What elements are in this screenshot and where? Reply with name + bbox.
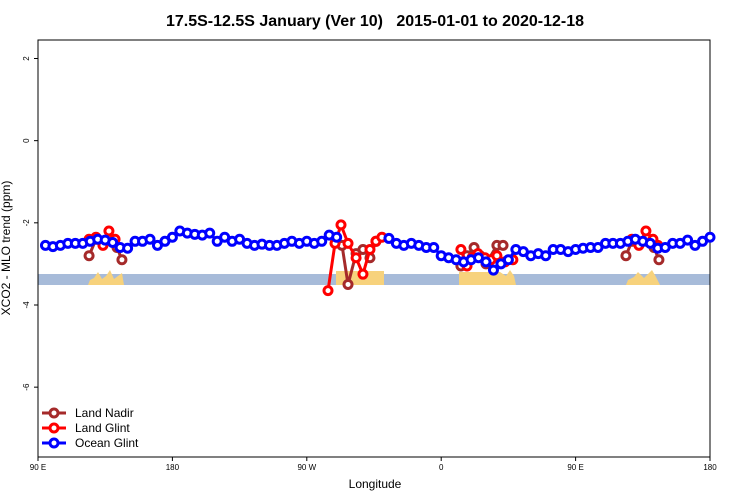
land-patch [459,270,516,285]
legend-marker [48,407,60,419]
y-tick-label: 2 [22,56,31,61]
x-tick-label: 90 E [567,463,583,472]
point [83,250,95,262]
point [502,254,514,266]
point [620,250,632,262]
land-mask [38,270,710,285]
x-axis-title: Longitude [349,477,402,491]
point [331,231,343,243]
y-tick-label: -2 [22,219,31,227]
x-tick-label: 180 [703,463,717,472]
point [107,237,119,249]
point [357,268,369,280]
point [480,256,492,268]
legend-label: Land Glint [75,421,130,435]
point [342,278,354,290]
point [653,254,665,266]
point [144,233,156,245]
y-axis-title: XCO2 - MLO trend (ppm) [0,181,13,316]
chart-title: 17.5S-12.5S January (Ver 10) 2015-01-01 … [166,13,584,30]
legend-label: Land Nadir [75,406,134,420]
point [487,264,499,276]
point [640,225,652,237]
y-tick-label: -6 [22,383,31,391]
point [335,219,347,231]
point [350,252,362,264]
point [122,242,134,254]
x-tick-label: 90 E [30,463,46,472]
legend-marker [48,437,60,449]
point [682,234,694,246]
y-tick-label: 0 [22,138,31,143]
land-patch [626,270,660,285]
x-tick-label: 0 [439,463,444,472]
point [166,231,178,243]
point [103,225,115,237]
point [383,232,395,244]
y-tick-label: -4 [22,301,31,309]
point [364,244,376,256]
legend-label: Ocean Glint [75,436,139,450]
land-patch [88,270,124,285]
point [644,237,656,249]
legend-marker [48,422,60,434]
plot-frame [37,39,711,458]
point [455,244,467,256]
point [204,227,216,239]
point [428,241,440,253]
point [342,237,354,249]
point [322,285,334,297]
x-tick-label: 90 W [297,463,316,472]
x-tick-label: 180 [166,463,180,472]
point [704,231,716,243]
point [316,235,328,247]
point [497,239,509,251]
point [540,250,552,262]
point [116,254,128,266]
point [491,250,503,262]
